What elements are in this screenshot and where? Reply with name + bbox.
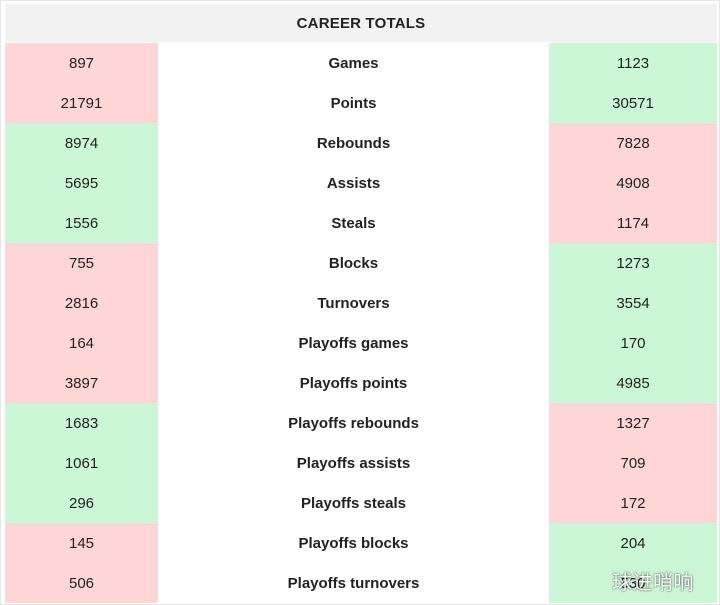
right-player-value: 30571 <box>549 83 717 123</box>
left-player-value: 1556 <box>5 203 158 243</box>
table-row: 1683 Playoffs rebounds 1327 <box>5 403 717 443</box>
table-row: 164 Playoffs games 170 <box>5 323 717 363</box>
left-player-value: 1683 <box>5 403 158 443</box>
left-player-value: 755 <box>5 243 158 283</box>
left-player-value: 21791 <box>5 83 158 123</box>
table-row: 8974 Rebounds 7828 <box>5 123 717 163</box>
table-row: 5695 Assists 4908 <box>5 163 717 203</box>
stat-label: Turnovers <box>158 283 549 323</box>
left-player-value: 8974 <box>5 123 158 163</box>
right-player-value: 4985 <box>549 363 717 403</box>
table-row: 145 Playoffs blocks 204 <box>5 523 717 563</box>
right-player-value: 172 <box>549 483 717 523</box>
stat-label: Points <box>158 83 549 123</box>
left-player-value: 145 <box>5 523 158 563</box>
stat-label: Assists <box>158 163 549 203</box>
table-row: 1556 Steals 1174 <box>5 203 717 243</box>
left-player-value: 506 <box>5 563 158 603</box>
stat-label: Playoffs steals <box>158 483 549 523</box>
left-player-value: 897 <box>5 43 158 83</box>
table-row: 1061 Playoffs assists 709 <box>5 443 717 483</box>
stat-label: Playoffs assists <box>158 443 549 483</box>
stat-label: Playoffs turnovers <box>158 563 549 603</box>
left-player-value: 164 <box>5 323 158 363</box>
right-player-value: 7828 <box>549 123 717 163</box>
right-player-value: 530 <box>549 563 717 603</box>
table-row: 897 Games 1123 <box>5 43 717 83</box>
table-row: 506 Playoffs turnovers 530 <box>5 563 717 603</box>
left-player-value: 2816 <box>5 283 158 323</box>
stat-label: Playoffs points <box>158 363 549 403</box>
table-row: 21791 Points 30571 <box>5 83 717 123</box>
left-player-value: 1061 <box>5 443 158 483</box>
stat-label: Blocks <box>158 243 549 283</box>
right-player-value: 1174 <box>549 203 717 243</box>
table-row: 755 Blocks 1273 <box>5 243 717 283</box>
table-row: 3897 Playoffs points 4985 <box>5 363 717 403</box>
left-player-value: 296 <box>5 483 158 523</box>
watermark-logo: 球进哨响 <box>612 570 694 594</box>
stat-label: Steals <box>158 203 549 243</box>
right-player-value: 4908 <box>549 163 717 203</box>
stat-label: Games <box>158 43 549 83</box>
table-body: 897 Games 1123 21791 Points 30571 8974 Rebounds… <box>5 43 717 603</box>
table-row: 296 Playoffs steals 172 <box>5 483 717 523</box>
right-player-value: 1273 <box>549 243 717 283</box>
right-player-value: 1327 <box>549 403 717 443</box>
stat-label: Rebounds <box>158 123 549 163</box>
stat-label: Playoffs blocks <box>158 523 549 563</box>
right-player-value: 709 <box>549 443 717 483</box>
left-player-value: 5695 <box>5 163 158 203</box>
table-row: 2816 Turnovers 3554 <box>5 283 717 323</box>
right-player-value: 204 <box>549 523 717 563</box>
stat-label: Playoffs rebounds <box>158 403 549 443</box>
left-player-value: 3897 <box>5 363 158 403</box>
right-player-value: 1123 <box>549 43 717 83</box>
stat-label: Playoffs games <box>158 323 549 363</box>
table-title: CAREER TOTALS <box>5 4 717 42</box>
right-player-value: 170 <box>549 323 717 363</box>
right-player-value: 3554 <box>549 283 717 323</box>
